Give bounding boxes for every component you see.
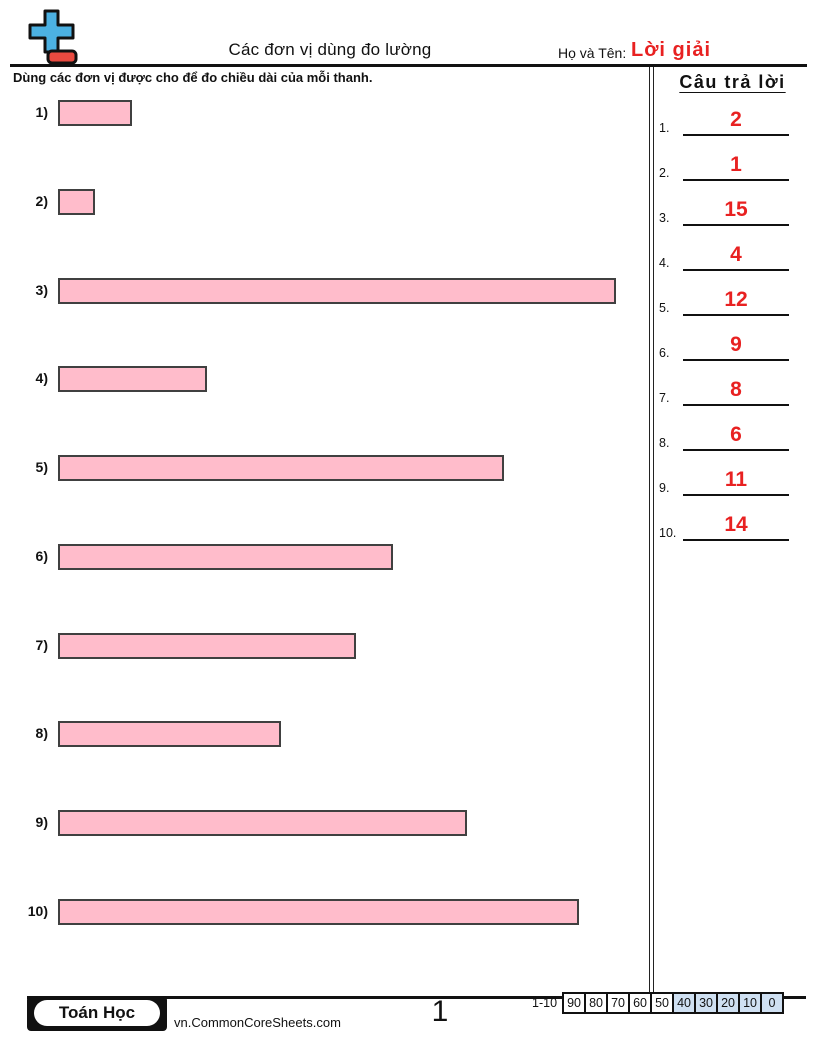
answer-row: 4. 4	[657, 242, 792, 271]
answer-number: 5.	[659, 301, 670, 315]
grading-scale-cell: 20	[716, 992, 741, 1014]
problem-label: 5)	[35, 459, 48, 475]
problem-label: 1)	[35, 104, 48, 120]
answer-blank-line: 2	[683, 105, 789, 136]
page-number: 1	[431, 995, 449, 1028]
answer-row: 7. 8	[657, 377, 792, 406]
grading-scale-cell: 60	[628, 992, 653, 1014]
footer-divider	[27, 996, 806, 999]
answer-value: 15	[724, 198, 748, 221]
answer-value: 11	[724, 468, 748, 491]
answer-number: 6.	[659, 346, 670, 360]
problem-label: 2)	[35, 193, 48, 209]
answer-blank-line: 6	[683, 420, 789, 451]
answer-number: 4.	[659, 256, 670, 270]
answer-number: 8.	[659, 436, 670, 450]
minus-icon	[46, 49, 78, 65]
answer-number: 9.	[659, 481, 670, 495]
measurement-bar	[58, 721, 281, 747]
answer-blank-line: 12	[683, 285, 789, 316]
page-title: Các đơn vị dùng đo lường	[228, 40, 432, 59]
grading-scale-cell: 80	[584, 992, 609, 1014]
problem-label: 7)	[35, 637, 48, 653]
subject-label: Toán Học	[34, 1000, 160, 1026]
measurement-bar	[58, 633, 356, 659]
problem-label: 10)	[27, 903, 48, 919]
answer-row: 8. 6	[657, 422, 792, 451]
answer-blank-line: 9	[683, 330, 789, 361]
answer-blank-line: 15	[683, 195, 789, 226]
answer-row: 2. 1	[657, 152, 792, 181]
grading-scale-cell: 70	[606, 992, 631, 1014]
grading-scale-cell: 0	[760, 992, 785, 1014]
grading-scale: 1-10 90 80 70 60 50 40 30 20 10 0	[532, 992, 785, 1014]
answer-value: 8	[730, 378, 742, 401]
measurement-bar	[58, 189, 95, 215]
grading-scale-cell: 10	[738, 992, 763, 1014]
grading-scale-cell: 30	[694, 992, 719, 1014]
answer-value: 4	[730, 243, 742, 266]
measurement-bar	[58, 366, 207, 392]
grading-scale-cell: 50	[650, 992, 675, 1014]
answer-value: 1	[730, 153, 742, 176]
answer-value: 2	[730, 108, 742, 131]
answer-row: 3. 15	[657, 197, 792, 226]
answer-number: 1.	[659, 121, 670, 135]
answer-blank-line: 8	[683, 375, 789, 406]
answer-row: 6. 9	[657, 332, 792, 361]
subject-badge: Toán Học	[27, 996, 167, 1031]
grading-scale-cells: 90 80 70 60 50 40 30 20 10 0	[562, 992, 785, 1014]
answer-blank-line: 1	[683, 150, 789, 181]
answer-value: 6	[730, 423, 742, 446]
problem-label: 6)	[35, 548, 48, 564]
answer-value: 9	[730, 333, 742, 356]
problem-label: 3)	[35, 282, 48, 298]
problem-label: 9)	[35, 814, 48, 830]
answer-blank-line: 11	[683, 465, 789, 496]
name-label: Họ và Tên:	[558, 45, 627, 61]
answer-number: 3.	[659, 211, 670, 225]
answers-title: Câu trả lời	[679, 72, 786, 92]
plus-minus-logo-icon	[20, 8, 88, 75]
measurement-bar	[58, 810, 467, 836]
answer-row: 10. 14	[657, 512, 792, 541]
header-divider	[10, 64, 807, 67]
instruction-text: Dùng các đơn vị được cho để đo chiều dài…	[13, 70, 373, 85]
name-answer-key: Lời giải	[631, 39, 712, 61]
site-credit: vn.CommonCoreSheets.com	[174, 1015, 341, 1030]
answer-number: 2.	[659, 166, 670, 180]
answer-row: 9. 11	[657, 467, 792, 496]
answer-value: 14	[724, 513, 748, 536]
measurement-bar	[58, 278, 616, 304]
grading-scale-label: 1-10	[532, 996, 558, 1010]
measurement-bar	[58, 455, 504, 481]
answer-number: 7.	[659, 391, 670, 405]
problem-label: 4)	[35, 370, 48, 386]
measurement-bar	[58, 899, 579, 925]
answer-blank-line: 4	[683, 240, 789, 271]
problem-label: 8)	[35, 725, 48, 741]
answer-number: 10.	[659, 526, 677, 540]
measurement-bar	[58, 544, 393, 570]
answers-column-divider	[649, 67, 654, 992]
answer-row: 1. 2	[657, 107, 792, 136]
grading-scale-cell: 90	[562, 992, 587, 1014]
answer-blank-line: 14	[683, 510, 789, 541]
measurement-bar	[58, 100, 132, 126]
answer-row: 5. 12	[657, 287, 792, 316]
grading-scale-cell: 40	[672, 992, 697, 1014]
answer-value: 12	[724, 288, 748, 311]
